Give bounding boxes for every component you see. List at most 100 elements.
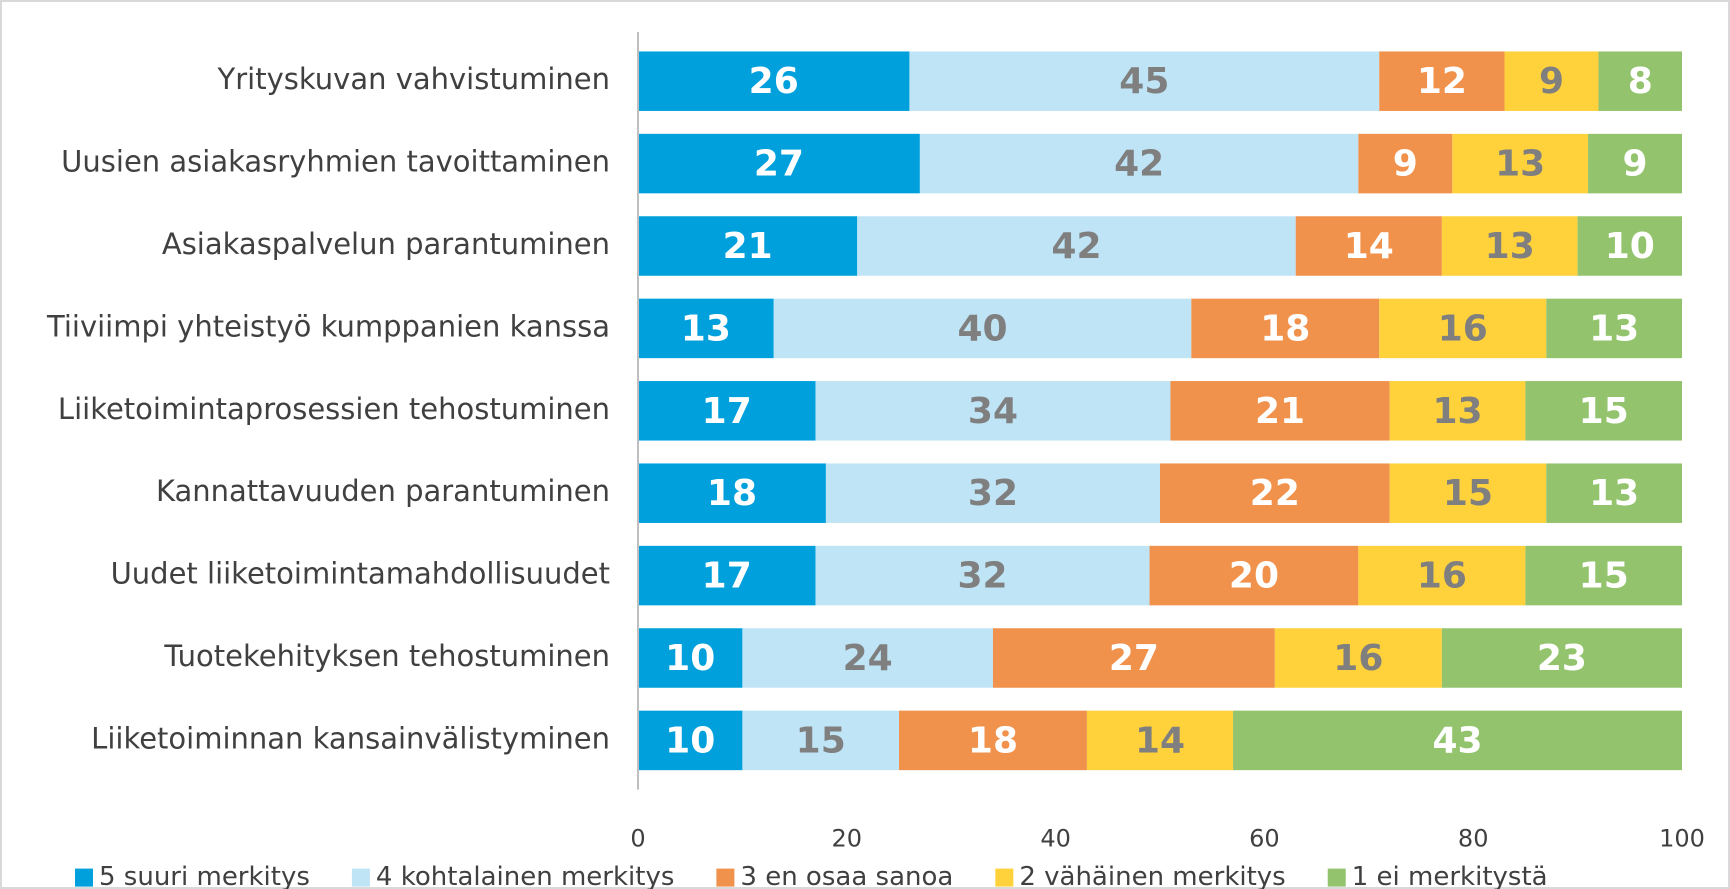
legend-label: 2 vähäinen merkitys xyxy=(1019,862,1285,889)
bar-segment xyxy=(815,381,1171,441)
bar-segment xyxy=(1191,298,1380,359)
bar-segment xyxy=(1160,463,1390,523)
bar-segment xyxy=(857,216,1296,276)
bar-segment xyxy=(1525,381,1682,441)
data-label: 9 xyxy=(1393,144,1418,185)
bar-segment xyxy=(1577,216,1682,276)
y-tick-label: Yrityskuvan vahvistuminen xyxy=(217,62,610,96)
y-tick-label: Liiketoimintaprosessien tehostuminen xyxy=(58,392,610,426)
data-label: 42 xyxy=(1114,144,1164,185)
data-label: 26 xyxy=(749,61,799,102)
x-tick-label: 20 xyxy=(832,825,863,853)
y-tick-label: Uusien asiakasryhmien tavoittaminen xyxy=(61,145,610,179)
x-tick-label: 80 xyxy=(1458,825,1489,853)
bar-segment xyxy=(1546,463,1682,523)
bar-segment xyxy=(638,133,920,194)
data-label: 27 xyxy=(1109,638,1159,679)
y-tick-label: Tuotekehityksen tehostuminen xyxy=(163,639,610,673)
bar-segment xyxy=(1358,545,1526,606)
bar-segment xyxy=(1598,51,1682,111)
data-label: 15 xyxy=(1579,556,1629,597)
bar-segment xyxy=(899,710,1087,771)
data-label: 13 xyxy=(1589,308,1639,349)
x-tick-label: 60 xyxy=(1249,825,1280,853)
data-label: 10 xyxy=(665,720,715,761)
data-label: 15 xyxy=(796,720,846,761)
bar-segment xyxy=(1379,51,1505,111)
legend-label: 3 en osaa sanoa xyxy=(740,862,953,889)
bar-segment xyxy=(992,628,1275,688)
bar-segment xyxy=(773,298,1192,359)
bar-segment xyxy=(638,545,816,606)
data-label: 20 xyxy=(1229,556,1279,597)
bar-segment xyxy=(1389,463,1547,523)
bar-segment xyxy=(1379,298,1547,359)
legend-swatch xyxy=(75,868,93,887)
legend-label: 5 suuri merkitys xyxy=(99,862,310,889)
data-label: 10 xyxy=(1605,226,1655,267)
legend-swatch xyxy=(351,868,370,887)
data-label: 15 xyxy=(1443,473,1493,514)
data-label: 32 xyxy=(957,556,1007,597)
data-label: 23 xyxy=(1537,638,1587,679)
y-tick-label: Tiiviimpi yhteistyö kumppanien kanssa xyxy=(46,309,610,343)
data-label: 17 xyxy=(702,391,752,432)
legend-swatch xyxy=(995,868,1014,887)
data-label: 16 xyxy=(1333,638,1383,679)
data-label: 42 xyxy=(1051,226,1101,267)
legend-label: 4 kohtalainen merkitys xyxy=(376,862,674,889)
data-label: 18 xyxy=(707,473,757,514)
bar-segment xyxy=(1546,298,1682,359)
bar-segment xyxy=(638,298,774,359)
data-label: 17 xyxy=(702,556,752,597)
bar-segment xyxy=(1525,545,1682,606)
bar-segment xyxy=(1274,628,1442,688)
bar-segment xyxy=(1504,51,1599,111)
bar-segment xyxy=(919,133,1359,194)
bar-segment xyxy=(1441,628,1682,688)
data-label: 9 xyxy=(1622,144,1647,185)
bar-segment xyxy=(638,216,858,276)
data-label: 32 xyxy=(968,473,1018,514)
data-label: 40 xyxy=(957,308,1007,349)
bar-segment xyxy=(825,463,1160,523)
bar-segment xyxy=(1389,381,1526,441)
data-label: 15 xyxy=(1579,391,1629,432)
bar-segment xyxy=(1358,133,1453,194)
data-label: 8 xyxy=(1628,61,1653,102)
x-tick-label: 100 xyxy=(1659,825,1705,853)
y-tick-label: Liiketoiminnan kansainvälistyminen xyxy=(91,721,610,755)
data-label: 18 xyxy=(968,720,1018,761)
bar-segment xyxy=(1588,133,1682,194)
data-label: 14 xyxy=(1344,226,1394,267)
data-label: 43 xyxy=(1432,720,1482,761)
data-label: 16 xyxy=(1438,308,1488,349)
data-label: 13 xyxy=(681,308,731,349)
data-label: 18 xyxy=(1260,308,1310,349)
data-label: 13 xyxy=(1485,226,1535,267)
data-label: 10 xyxy=(665,638,715,679)
bar-segment xyxy=(1149,545,1359,606)
bar-segment xyxy=(1295,216,1442,276)
bar-segment xyxy=(742,710,899,771)
bar-segment xyxy=(815,545,1150,606)
data-label: 13 xyxy=(1589,473,1639,514)
bar-segment xyxy=(742,628,993,688)
bar-segment xyxy=(1452,133,1589,194)
bar-segment xyxy=(638,710,743,771)
data-label: 14 xyxy=(1135,720,1185,761)
bar-segment xyxy=(638,628,743,688)
x-tick-label: 40 xyxy=(1040,825,1071,853)
bar-segment xyxy=(1086,710,1234,771)
bar-segment xyxy=(638,381,816,441)
bar-segment xyxy=(638,463,826,523)
data-label: 24 xyxy=(843,638,893,679)
legend-swatch xyxy=(1327,868,1346,887)
legend-swatch xyxy=(716,868,735,887)
data-label: 9 xyxy=(1539,61,1564,102)
legend-label: 1 ei merkitystä xyxy=(1352,862,1548,889)
y-tick-label: Asiakaspalvelun parantuminen xyxy=(162,227,610,261)
bar-segment xyxy=(909,51,1380,111)
data-label: 13 xyxy=(1432,391,1482,432)
